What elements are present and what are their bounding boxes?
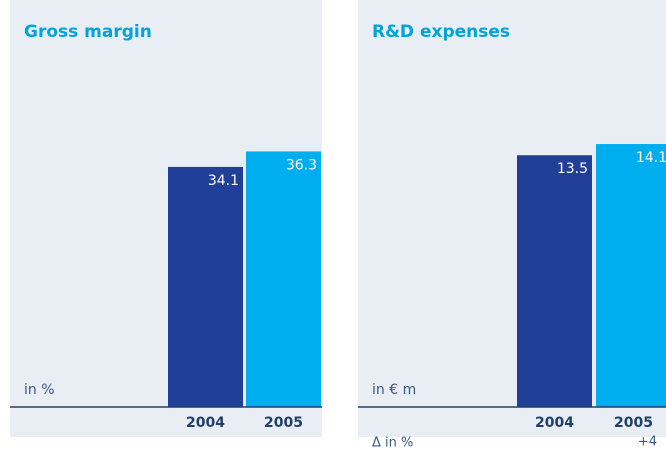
delta-label: Δ in % — [372, 436, 413, 451]
bar — [596, 144, 666, 407]
x-tick-label: 2005 — [264, 415, 303, 431]
delta-value: +4 — [638, 435, 657, 450]
chart-title: R&D expenses — [372, 22, 510, 42]
value-label: 14.1 — [636, 150, 666, 166]
bar — [517, 155, 592, 407]
bar — [168, 166, 243, 407]
x-tick-label: 2004 — [535, 415, 574, 431]
axis-label: in € m — [372, 382, 416, 398]
chart-title: Gross margin — [24, 22, 152, 42]
value-label: 13.5 — [557, 161, 588, 177]
x-tick-label: 2004 — [186, 415, 225, 431]
x-tick-label: 2005 — [614, 415, 653, 431]
value-label: 36.3 — [286, 157, 317, 173]
value-label: 34.1 — [208, 173, 239, 189]
axis-label: in % — [24, 382, 55, 398]
bar — [246, 151, 321, 407]
